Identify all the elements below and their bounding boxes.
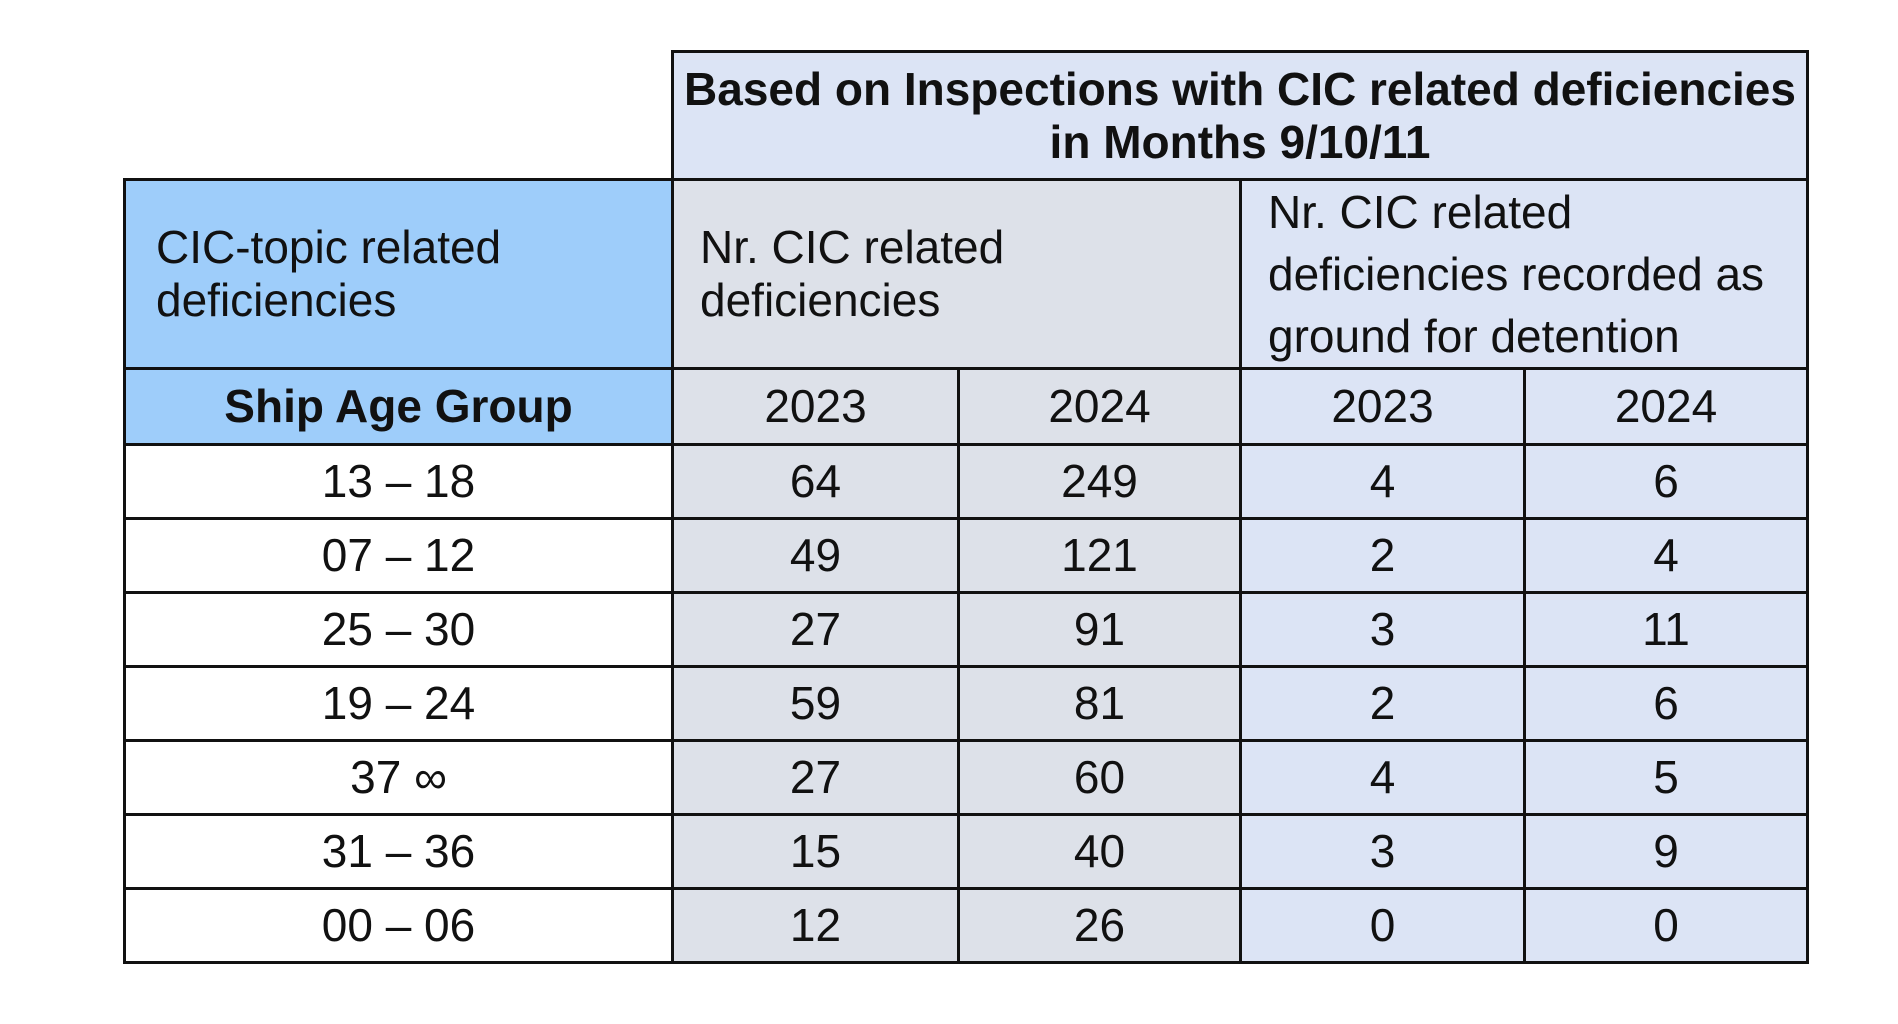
deficiencies-2024-cell: 249 bbox=[957, 443, 1242, 520]
age-group-cell: 19 – 24 bbox=[123, 665, 674, 742]
detention-2023-cell: 3 bbox=[1239, 591, 1526, 668]
deficiencies-2023-cell: 49 bbox=[671, 517, 960, 594]
cic-deficiencies-table: Based on Inspections with CIC related de… bbox=[123, 50, 1809, 964]
nr-detention-header: Nr. CIC related deficiencies recorded as… bbox=[1239, 178, 1809, 370]
group-title-header: Based on Inspections with CIC related de… bbox=[671, 50, 1809, 181]
year-header-deficiencies-2024: 2024 bbox=[957, 367, 1242, 446]
detention-2024-cell: 9 bbox=[1523, 813, 1809, 890]
detention-2024-cell: 0 bbox=[1523, 887, 1809, 964]
deficiencies-2023-cell: 15 bbox=[671, 813, 960, 890]
year-header-deficiencies-2023: 2023 bbox=[671, 367, 960, 446]
table-row: 19 – 24 59 81 2 6 bbox=[123, 665, 1809, 742]
age-group-cell: 31 – 36 bbox=[123, 813, 674, 890]
age-group-cell: 13 – 18 bbox=[123, 443, 674, 520]
table-header-row-1: Based on Inspections with CIC related de… bbox=[124, 50, 1809, 181]
topic-label-header: CIC-topic related deficiencies bbox=[123, 178, 674, 370]
deficiencies-2024-cell: 60 bbox=[957, 739, 1242, 816]
deficiencies-2023-cell: 12 bbox=[671, 887, 960, 964]
detention-2023-cell: 0 bbox=[1239, 887, 1526, 964]
deficiencies-2023-cell: 27 bbox=[671, 591, 960, 668]
table-row: 37 ∞ 27 60 4 5 bbox=[123, 739, 1809, 816]
detention-2023-cell: 3 bbox=[1239, 813, 1526, 890]
deficiencies-2024-cell: 91 bbox=[957, 591, 1242, 668]
detention-2024-cell: 11 bbox=[1523, 591, 1809, 668]
ship-age-group-header: Ship Age Group bbox=[123, 367, 674, 446]
detention-2023-cell: 2 bbox=[1239, 665, 1526, 742]
age-group-cell: 37 ∞ bbox=[123, 739, 674, 816]
detention-2024-cell: 6 bbox=[1523, 443, 1809, 520]
age-group-cell: 25 – 30 bbox=[123, 591, 674, 668]
deficiencies-2024-cell: 40 bbox=[957, 813, 1242, 890]
table-header-row-3: Ship Age Group 2023 2024 2023 2024 bbox=[123, 367, 1809, 446]
table-header-row-2: CIC-topic related deficiencies Nr. CIC r… bbox=[123, 178, 1809, 370]
year-header-detention-2023: 2023 bbox=[1239, 367, 1526, 446]
deficiencies-2024-cell: 81 bbox=[957, 665, 1242, 742]
table-row: 00 – 06 12 26 0 0 bbox=[123, 887, 1809, 964]
detention-2023-cell: 2 bbox=[1239, 517, 1526, 594]
deficiencies-2024-cell: 121 bbox=[957, 517, 1242, 594]
deficiencies-2023-cell: 64 bbox=[671, 443, 960, 520]
deficiencies-2023-cell: 27 bbox=[671, 739, 960, 816]
detention-2024-cell: 6 bbox=[1523, 665, 1809, 742]
detention-2024-cell: 4 bbox=[1523, 517, 1809, 594]
deficiencies-2023-cell: 59 bbox=[671, 665, 960, 742]
age-group-cell: 00 – 06 bbox=[123, 887, 674, 964]
empty-corner-cell bbox=[124, 51, 673, 180]
table-row: 07 – 12 49 121 2 4 bbox=[123, 517, 1809, 594]
nr-deficiencies-header: Nr. CIC related deficiencies bbox=[671, 178, 1242, 370]
year-header-detention-2024: 2024 bbox=[1523, 367, 1809, 446]
deficiencies-2024-cell: 26 bbox=[957, 887, 1242, 964]
detention-2023-cell: 4 bbox=[1239, 443, 1526, 520]
table-row: 13 – 18 64 249 4 6 bbox=[123, 443, 1809, 520]
detention-2024-cell: 5 bbox=[1523, 739, 1809, 816]
table-row: 25 – 30 27 91 3 11 bbox=[123, 591, 1809, 668]
age-group-cell: 07 – 12 bbox=[123, 517, 674, 594]
table-row: 31 – 36 15 40 3 9 bbox=[123, 813, 1809, 890]
detention-2023-cell: 4 bbox=[1239, 739, 1526, 816]
